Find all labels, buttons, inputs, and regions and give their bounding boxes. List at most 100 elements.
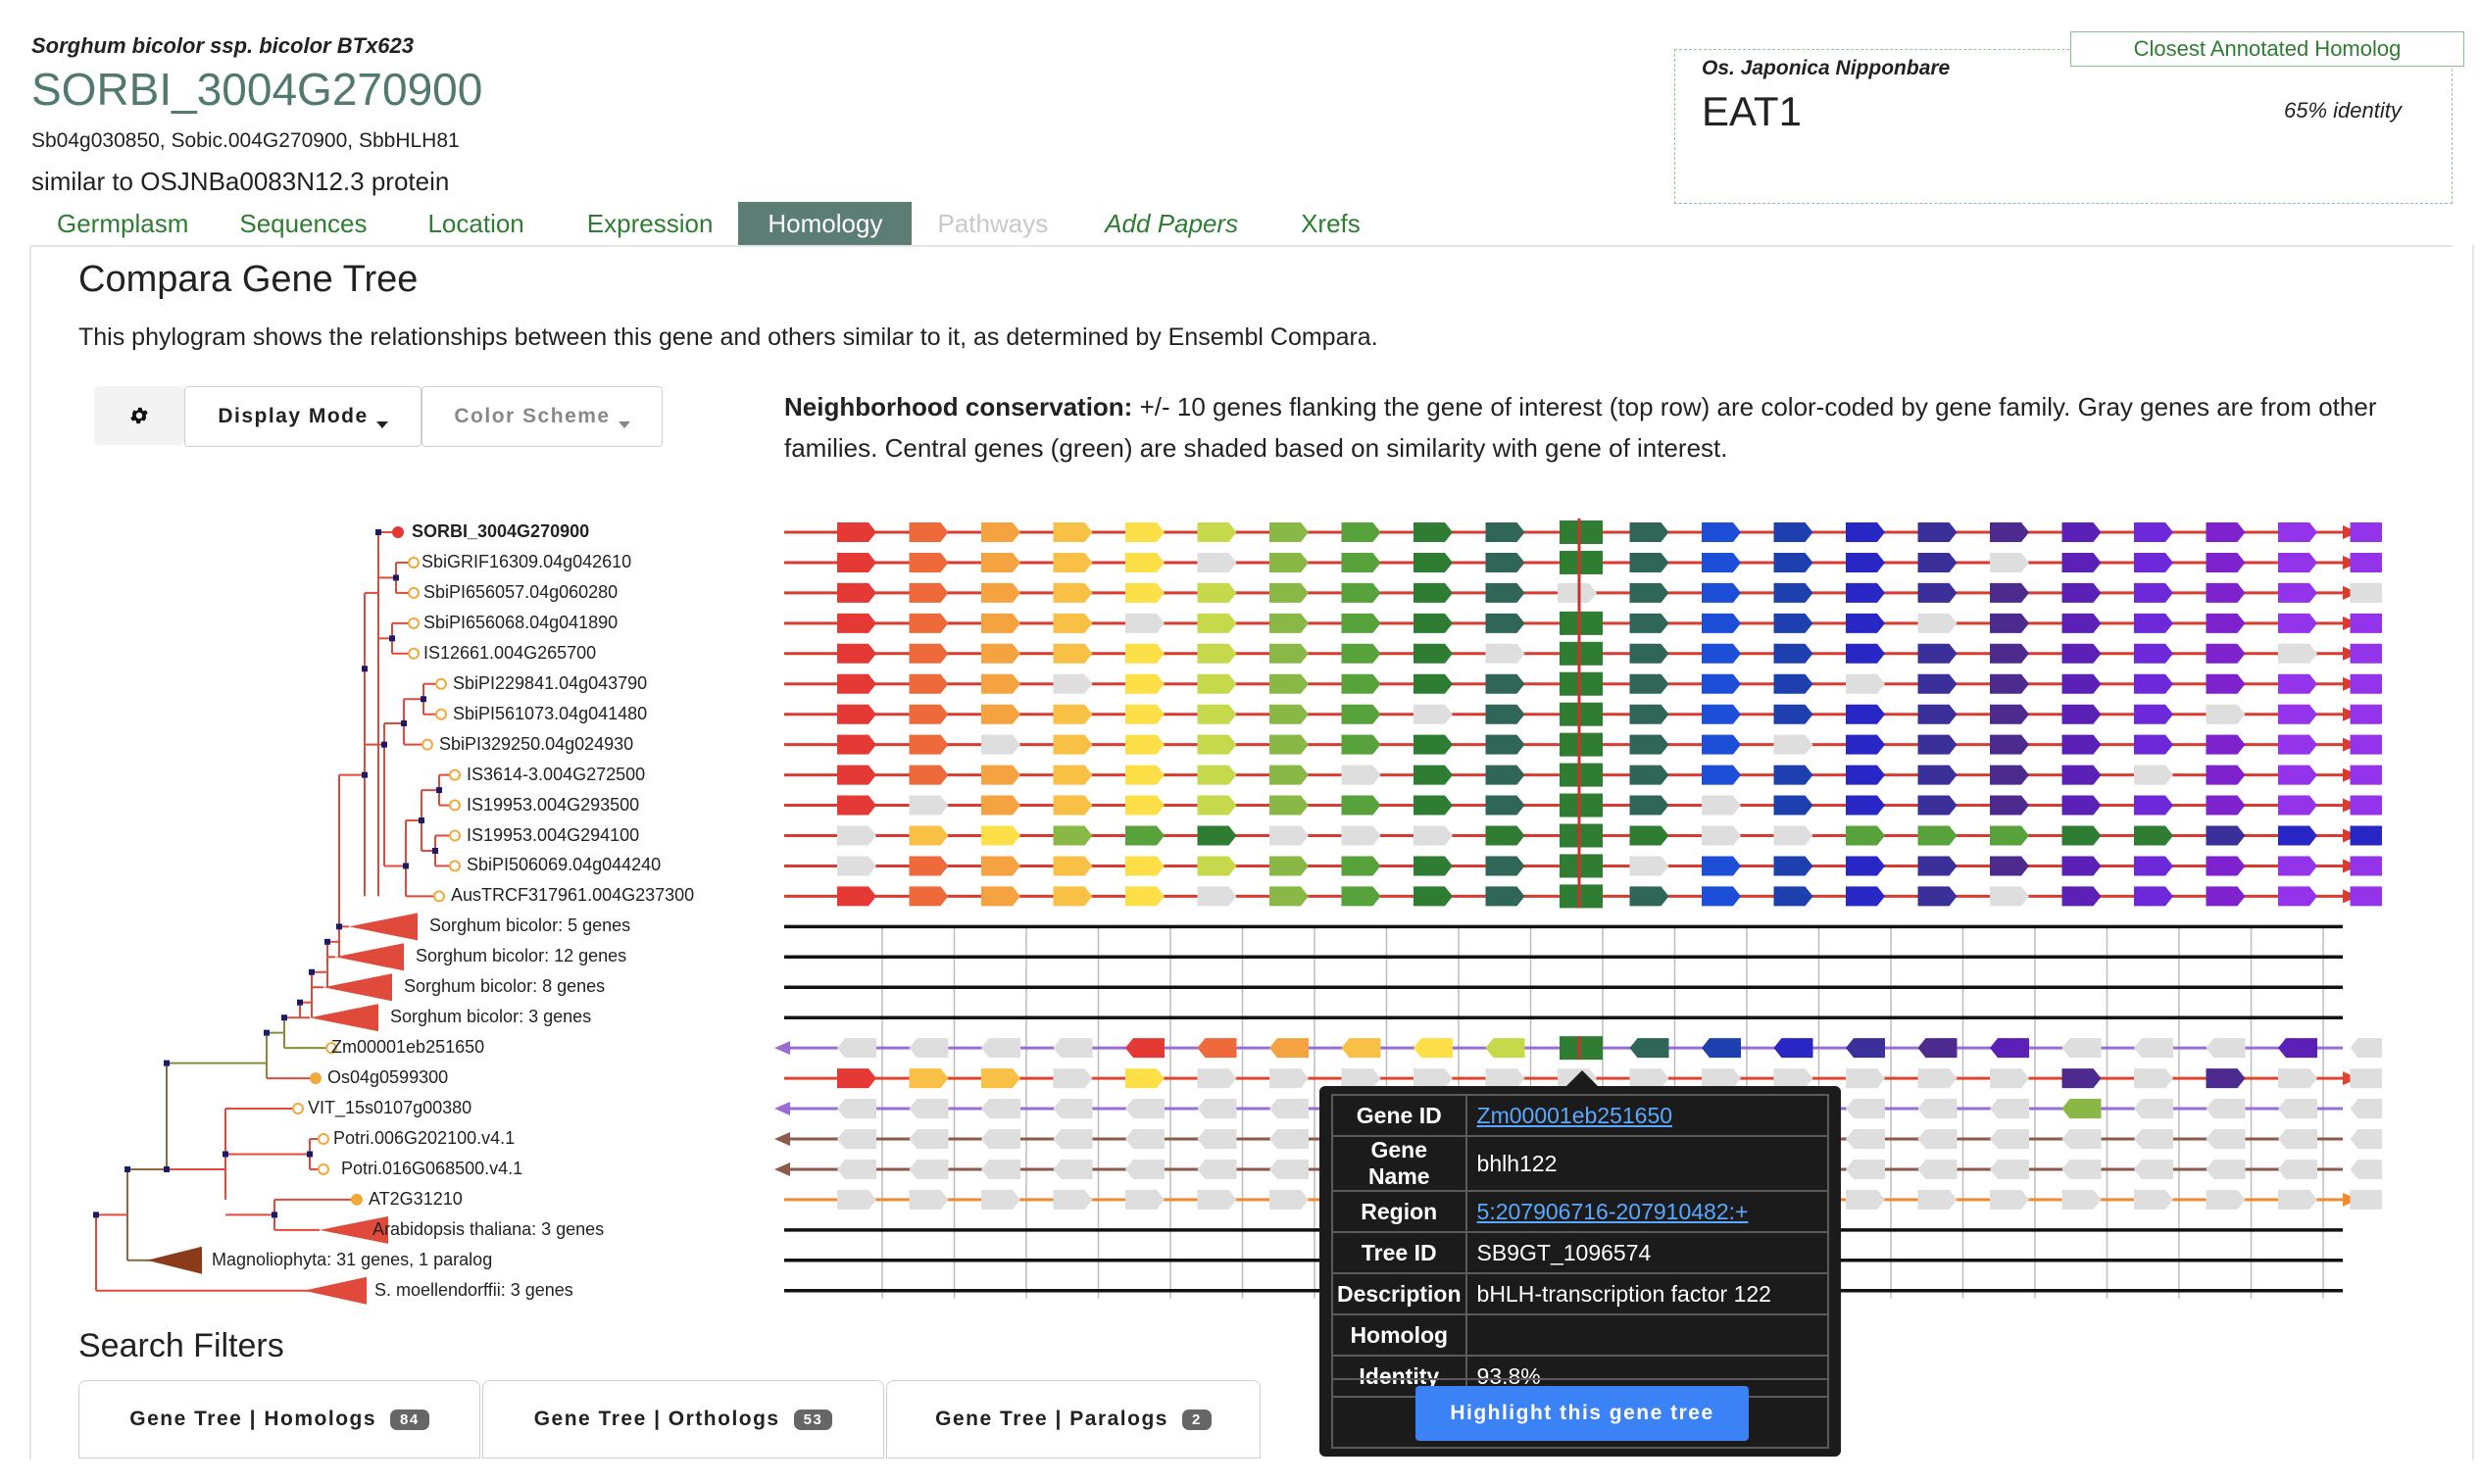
gene-arrow xyxy=(1125,1099,1165,1119)
tree-label[interactable]: Sorghum bicolor: 5 genes xyxy=(429,915,631,936)
tree-node xyxy=(421,696,426,703)
tree-label[interactable]: Potri.016G068500.v4.1 xyxy=(341,1158,523,1178)
paralogs-filter-button[interactable]: Gene Tree | Paralogs 2 xyxy=(886,1380,1261,1459)
gene-arrow xyxy=(909,1038,949,1059)
gene-arrow xyxy=(1485,1068,1525,1089)
tab-expression[interactable]: Expression xyxy=(586,209,714,238)
gene-arrow xyxy=(1990,1129,2029,1149)
homolog-name[interactable]: EAT1 xyxy=(1702,88,1802,134)
tree-label[interactable]: SbiPI561073.04g041480 xyxy=(453,703,648,723)
gene-arrow xyxy=(1414,734,1453,755)
gene-arrow xyxy=(1414,795,1453,816)
tab-xrefs[interactable]: Xrefs xyxy=(1301,209,1361,238)
count-badge: 84 xyxy=(390,1409,429,1430)
orthologs-filter-button[interactable]: Gene Tree | Orthologs 53 xyxy=(482,1380,884,1459)
tree-label[interactable]: IS19953.004G294100 xyxy=(467,824,640,845)
tree-label[interactable]: VIT_15s0107g00380 xyxy=(308,1098,472,1118)
tab-add-papers[interactable]: Add Papers xyxy=(1105,209,1239,238)
tree-label[interactable]: Magnoliophyta: 31 genes, 1 paralog xyxy=(212,1249,493,1269)
color-scheme-dropdown[interactable]: Color Scheme xyxy=(422,386,663,447)
gene-id-link[interactable]: Zm00001eb251650 xyxy=(1476,1102,1673,1128)
tab-germplasm[interactable]: Germplasm xyxy=(57,209,189,238)
tooltip-key: Region xyxy=(1331,1190,1467,1233)
gene-arrow xyxy=(909,613,949,633)
tree-label[interactable]: Sorghum bicolor: 8 genes xyxy=(404,976,606,997)
tree-label[interactable]: Sorghum bicolor: 3 genes xyxy=(390,1007,592,1027)
tree-label[interactable]: IS3614-3.004G272500 xyxy=(467,764,646,784)
tab-location[interactable]: Location xyxy=(427,209,524,238)
tree-label[interactable]: AT2G31210 xyxy=(369,1188,463,1209)
settings-button[interactable] xyxy=(94,386,184,445)
gene-arrow xyxy=(981,613,1020,633)
tab-homology[interactable]: Homology xyxy=(738,202,913,245)
gene-arrow xyxy=(1269,1189,1309,1210)
display-mode-dropdown[interactable]: Display Mode xyxy=(184,386,422,447)
tree-label[interactable]: SbiPI329250.04g024930 xyxy=(439,733,634,754)
gene-arrow xyxy=(2061,704,2102,724)
homologs-filter-button[interactable]: Gene Tree | Homologs 84 xyxy=(78,1380,480,1459)
tree-label[interactable]: IS19953.004G293500 xyxy=(467,794,640,815)
central-gene xyxy=(1560,793,1603,817)
highlight-tree-button[interactable]: Highlight this gene tree xyxy=(1415,1386,1749,1441)
gene-arrow xyxy=(1125,1038,1165,1059)
gene-arrow xyxy=(1917,825,1958,846)
gene-arrow xyxy=(2061,765,2102,785)
tree-label[interactable]: Sorghum bicolor: 12 genes xyxy=(416,946,627,966)
gene-arrow xyxy=(837,613,876,633)
gene-arrow xyxy=(1197,765,1237,785)
collapsed-clade-triangle xyxy=(310,1004,378,1032)
region-link[interactable]: 5:207906716-207910482:+ xyxy=(1476,1198,1749,1224)
gene-arrow xyxy=(2206,704,2246,724)
gene-arrow xyxy=(2278,734,2317,755)
gene-arrow xyxy=(2061,643,2102,664)
gene-arrow xyxy=(1485,765,1525,785)
gene-arrow xyxy=(2061,613,2102,633)
gene-arrow xyxy=(1990,704,2029,724)
gene-arrow xyxy=(2350,795,2382,816)
gene-arrow xyxy=(2061,825,2102,846)
gene-arrow xyxy=(2061,1129,2102,1149)
gene-arrow xyxy=(1990,582,2029,603)
gene-arrow xyxy=(2134,643,2173,664)
gene-arrow xyxy=(2134,1099,2173,1119)
gene-arrow xyxy=(1629,1038,1669,1059)
tree-label[interactable]: SORBI_3004G270900 xyxy=(412,521,590,541)
tree-label[interactable]: SbiPI229841.04g043790 xyxy=(453,672,648,693)
gene-arrow xyxy=(1846,1068,1885,1089)
tree-label[interactable]: SbiPI656068.04g041890 xyxy=(423,612,619,632)
gene-arrow xyxy=(2061,552,2102,572)
gene-arrow xyxy=(1773,856,1813,876)
tree-label[interactable]: IS12661.004G265700 xyxy=(423,642,597,663)
tree-node xyxy=(436,787,442,794)
gene-arrow xyxy=(1197,1099,1237,1119)
gene-arrow xyxy=(1773,734,1813,755)
gene-arrow xyxy=(2278,552,2317,572)
gene-arrow xyxy=(1485,704,1525,724)
gene-arrow xyxy=(1629,856,1669,876)
gene-arrow xyxy=(1341,582,1381,603)
tab-sequences[interactable]: Sequences xyxy=(239,209,368,238)
tree-label[interactable]: SbiGRIF16309.04g042610 xyxy=(422,551,632,571)
tree-label[interactable]: SbiPI656057.04g060280 xyxy=(423,581,619,602)
tree-label[interactable]: SbiPI506069.04g044240 xyxy=(467,855,662,875)
tree-label[interactable]: AusTRCF317961.004G237300 xyxy=(451,885,695,906)
gene-arrow xyxy=(1917,856,1958,876)
tree-leaf-marker xyxy=(408,586,420,599)
gene-arrow xyxy=(2206,1099,2246,1119)
gene-arrow xyxy=(2278,704,2317,724)
tree-leaf-marker xyxy=(325,1042,337,1055)
gene-arrow xyxy=(837,856,876,876)
gene-arrow xyxy=(1053,765,1093,785)
tree-label[interactable]: Potri.006G202100.v4.1 xyxy=(333,1128,516,1148)
tree-node xyxy=(432,847,438,854)
closest-homolog-panel xyxy=(1674,49,2453,204)
tree-label[interactable]: S. moellendorffii: 3 genes xyxy=(374,1279,573,1300)
tree-label[interactable]: Arabidopsis thaliana: 3 genes xyxy=(372,1218,605,1239)
strand-arrow xyxy=(774,1132,790,1146)
gene-arrow xyxy=(1773,825,1813,846)
tree-label[interactable]: Os04g0599300 xyxy=(327,1067,449,1088)
gene-arrow xyxy=(1269,1038,1309,1059)
tree-label[interactable]: Zm00001eb251650 xyxy=(331,1037,485,1058)
tree-leaf-marker xyxy=(351,1193,363,1206)
tree-leaf-marker xyxy=(292,1103,304,1115)
